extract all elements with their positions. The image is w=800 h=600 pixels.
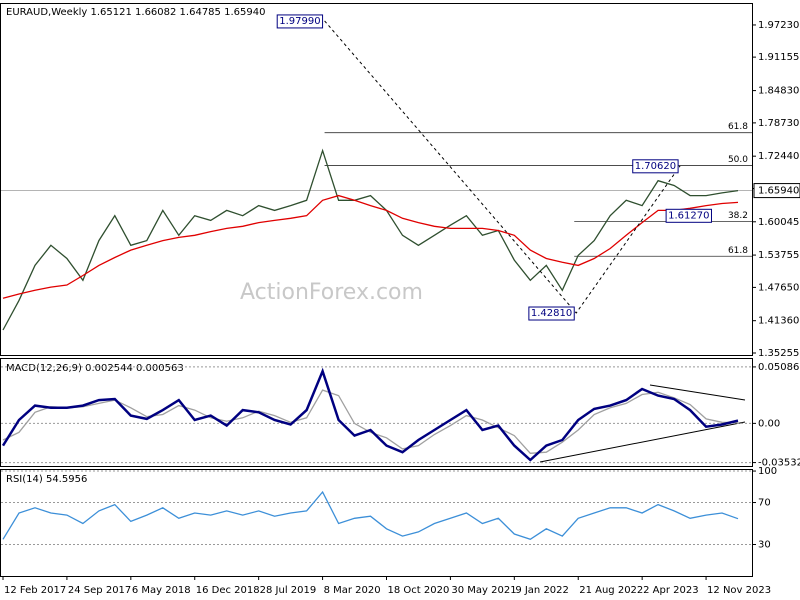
rsi-panel	[0, 469, 753, 577]
macd-title: MACD(12,26,9) 0.002544 0.000563	[6, 363, 184, 374]
y-tick-label: 1.47650	[758, 282, 799, 293]
rsi-title: RSI(14) 54.5956	[6, 474, 87, 485]
fib-label: 38.2	[728, 211, 748, 221]
last-price-label: 1.65940	[758, 186, 799, 197]
x-tick-label: 8 Mar 2020	[324, 585, 381, 596]
fib-label: 61.8	[728, 246, 748, 256]
x-tick-label: 9 Jan 2022	[515, 585, 569, 596]
macd-trendline	[649, 384, 746, 401]
annotation-label: 1.61270	[668, 210, 709, 221]
y-tick-label: 70	[758, 498, 771, 509]
x-tick-label: 21 Aug 2022	[579, 585, 643, 596]
macd-trendline	[539, 421, 746, 463]
annotation-label: 1.42810	[531, 308, 572, 319]
y-tick-label: 1.97230	[758, 20, 799, 31]
y-tick-label: 0.050863	[758, 362, 800, 373]
y-tick-label: 1.72440	[758, 151, 799, 162]
x-tick-label: 12 Feb 2017	[4, 585, 66, 596]
x-tick-label: 30 May 2021	[451, 585, 516, 596]
price-title: EURAUD,Weekly 1.65121 1.66082 1.64785 1.…	[6, 7, 265, 18]
y-tick-label: 1.60045	[758, 217, 799, 228]
y-tick-label: 1.84830	[758, 86, 799, 97]
series-line	[1, 367, 739, 462]
annotation-box	[632, 159, 679, 174]
watermark: ActionForex.com	[240, 280, 423, 305]
annotation-box	[276, 14, 324, 29]
y-tick-label: 0.00	[758, 418, 780, 429]
trendline	[324, 20, 681, 314]
x-tick-label: 12 Nov 2023	[707, 585, 771, 596]
y-tick-label: -0.035322	[758, 458, 800, 469]
y-tick-label: 30	[758, 540, 771, 551]
annotation-label: 1.70620	[635, 161, 676, 172]
fib-label: 50.0	[728, 155, 748, 165]
x-tick-label: 18 Oct 2020	[387, 585, 449, 596]
y-tick-label: 100	[758, 466, 777, 477]
series-line	[2, 389, 739, 454]
series-line	[2, 194, 739, 299]
y-tick-label: 1.53755	[758, 250, 799, 261]
x-tick-label: 16 Dec 2018	[196, 585, 260, 596]
x-tick-label: 28 Jul 2019	[260, 585, 317, 596]
macd-panel	[0, 358, 753, 467]
series-line	[2, 148, 739, 331]
last-price-box	[753, 183, 800, 199]
y-tick-label: 1.41360	[758, 316, 799, 327]
y-tick-label: 1.91155	[758, 52, 799, 63]
x-tick-label: 6 May 2018	[132, 585, 191, 596]
x-tick-label: 24 Sep 2017	[68, 585, 131, 596]
annotation-box	[528, 306, 575, 321]
annotation-label: 1.97990	[279, 16, 320, 27]
annotation-box	[665, 208, 712, 223]
price-panel	[0, 3, 753, 356]
y-tick-label: 1.78730	[758, 118, 799, 129]
series-line	[2, 490, 739, 541]
y-tick-label: 1.35255	[758, 348, 799, 359]
x-tick-label: 2 Apr 2023	[643, 585, 698, 596]
fib-label: 61.8	[728, 122, 748, 132]
